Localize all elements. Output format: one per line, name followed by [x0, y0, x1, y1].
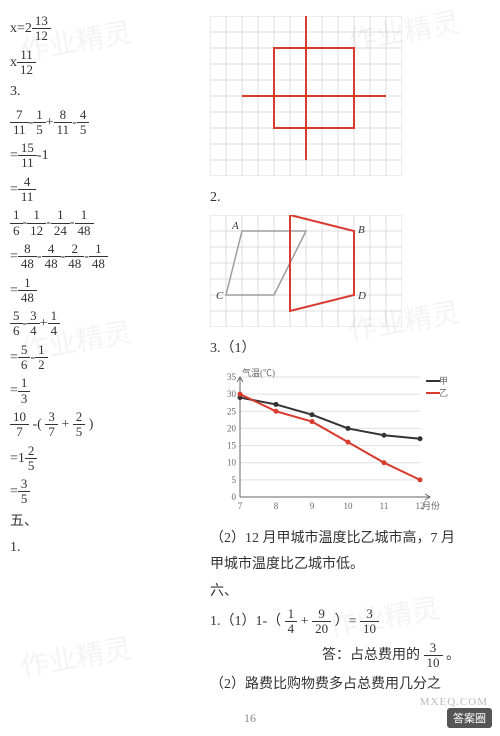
- svg-text:9: 9: [310, 501, 315, 511]
- svg-text:8: 8: [274, 501, 279, 511]
- right-column: 2. ABCD 3.（1） 05101520253035789101112气温(…: [210, 10, 490, 701]
- question: （2）路费比购物费多占总费用几分之: [210, 674, 490, 696]
- svg-text:15: 15: [227, 440, 237, 450]
- step: =1511-1: [10, 141, 190, 171]
- svg-text:11: 11: [380, 501, 389, 511]
- section-label: 五、: [10, 511, 190, 533]
- svg-text:C: C: [216, 290, 224, 302]
- svg-text:20: 20: [227, 423, 237, 433]
- expression: 711-15+811-45: [10, 108, 190, 138]
- expression: 16-112-124-148: [10, 208, 190, 238]
- site-watermark: MXEQ.COM: [420, 696, 488, 708]
- step: =411: [10, 175, 190, 205]
- label: 2.: [210, 187, 490, 209]
- svg-text:35: 35: [227, 372, 237, 382]
- svg-text:30: 30: [227, 389, 237, 399]
- equation: x=21312: [10, 14, 190, 44]
- expression: 107 -( 37 + 25 ): [10, 410, 190, 440]
- svg-text:5: 5: [232, 475, 237, 485]
- line-chart: 05101520253035789101112气温(℃)月份甲乙: [210, 367, 490, 522]
- svg-text:7: 7: [238, 501, 243, 511]
- step: =13: [10, 376, 190, 406]
- label: 1.: [10, 537, 190, 559]
- step: =56-12: [10, 343, 190, 373]
- svg-text:0: 0: [232, 492, 237, 502]
- svg-text:A: A: [231, 220, 239, 232]
- grid-diagram-2: A B C D: [210, 215, 490, 332]
- svg-text:10: 10: [344, 501, 354, 511]
- step: =148: [10, 276, 190, 306]
- chart-caption: 甲城市温度比乙城市低。: [210, 554, 490, 576]
- svg-text:甲: 甲: [439, 376, 448, 386]
- page-number: 16: [10, 711, 490, 726]
- svg-text:乙: 乙: [439, 388, 448, 398]
- chart-caption: （2）12 月甲城市温度比乙城市高，7 月: [210, 528, 490, 550]
- svg-text:10: 10: [227, 457, 237, 467]
- label: 3.: [10, 81, 190, 103]
- svg-text:气温(℃): 气温(℃): [242, 367, 275, 378]
- svg-text:D: D: [357, 290, 366, 302]
- grid-diagram-1: [210, 16, 490, 181]
- equation: x1112: [10, 48, 190, 78]
- svg-text:B: B: [358, 224, 365, 236]
- left-column: x=21312 x1112 3. 711-15+811-45 =1511-1 =…: [10, 10, 190, 701]
- answer: 答：占总费用的 310 。: [210, 641, 490, 671]
- section-label: 六、: [210, 581, 490, 603]
- step: =848-448-248-148: [10, 242, 190, 272]
- step: =125: [10, 444, 190, 474]
- expression: 56-34+14: [10, 309, 190, 339]
- label: 3.（1）: [210, 338, 490, 360]
- question: 1.（1）1-（ 14 + 920 ）= 310: [210, 607, 490, 637]
- badge: 答案圈: [447, 708, 492, 728]
- step: =35: [10, 477, 190, 507]
- svg-text:25: 25: [227, 406, 237, 416]
- svg-text:月份: 月份: [422, 500, 440, 511]
